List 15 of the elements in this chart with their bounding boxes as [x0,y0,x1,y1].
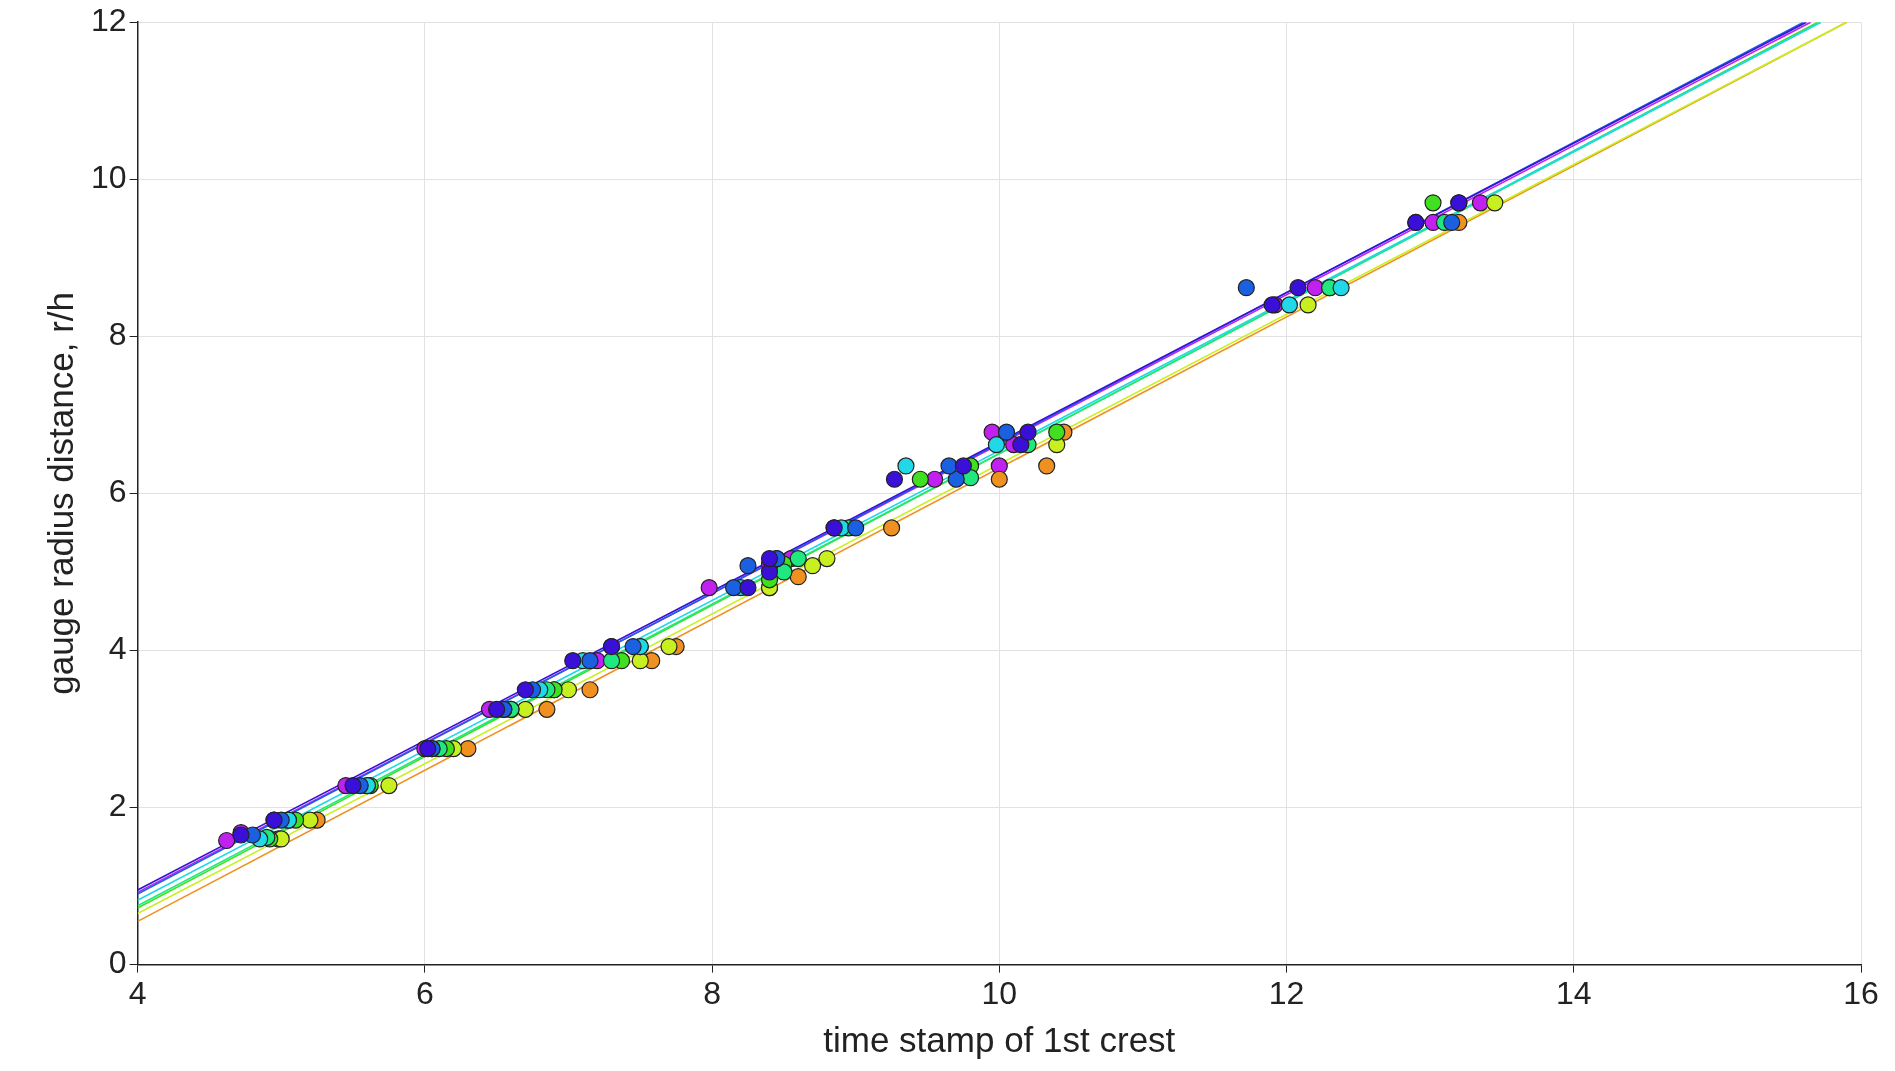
y-tick-label: 8 [108,316,127,353]
y-axis-title: gauge radius distance, r/h [40,292,80,695]
x-axis-title: time stamp of 1st crest [823,1019,1176,1059]
y-tick-label: 10 [91,159,127,196]
x-tick-label: 10 [981,974,1018,1011]
y-tick-label: 0 [108,944,127,981]
y-tick-label: 4 [108,630,127,667]
x-tick-label: 8 [703,974,721,1011]
y-tick-label: 6 [108,473,127,510]
x-tick-label: 6 [415,974,434,1011]
y-tick-label: 2 [108,787,127,824]
x-tick-label: 16 [1843,974,1879,1011]
x-tick-label: 14 [1555,974,1592,1011]
x-tick-label: 12 [1268,974,1305,1011]
y-tick-label: 12 [91,2,127,39]
